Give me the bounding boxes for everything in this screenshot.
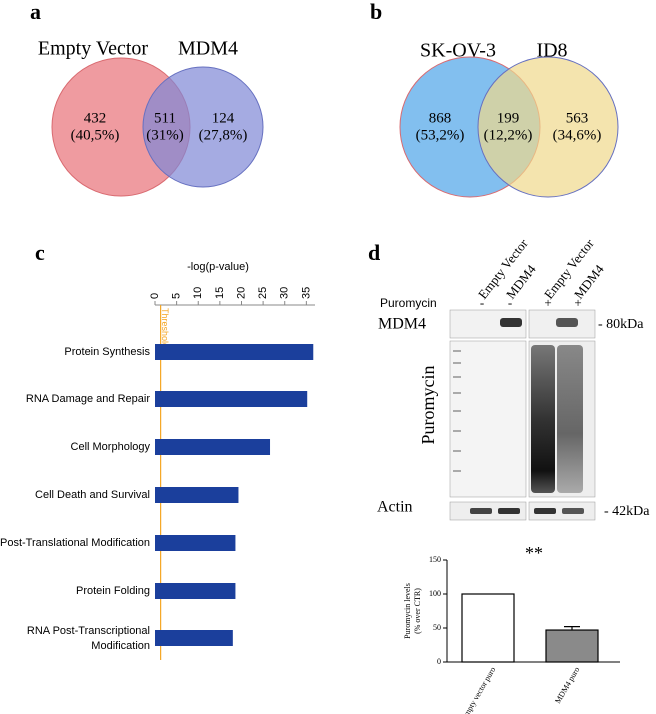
panel-label: b <box>370 0 382 24</box>
bar <box>545 629 599 663</box>
y-tick-label: Cell Morphology <box>71 441 151 453</box>
bar <box>155 439 271 455</box>
bar <box>155 344 314 360</box>
venn-percent: (12,2%) <box>484 127 533 143</box>
venn-count: 563 <box>566 110 589 126</box>
bar <box>155 391 308 407</box>
venn-percent: (31%) <box>146 127 184 143</box>
x-tick-label: 5 <box>171 293 183 299</box>
venn-count: 199 <box>497 110 520 126</box>
error-bar <box>564 626 580 631</box>
row-label: Actin <box>377 499 413 516</box>
row-label: MDM4 <box>378 316 426 333</box>
x-tick-label: 30 <box>279 287 291 299</box>
venn-percent: (27,8%) <box>199 127 248 143</box>
y-tick-label: 50 <box>433 623 441 632</box>
venn-circle <box>477 56 619 198</box>
size-label: - 42kDa <box>604 504 650 519</box>
venn-circle <box>142 66 264 188</box>
treatment-sign: - <box>508 295 512 310</box>
venn-percent: (53,2%) <box>416 127 465 143</box>
x-tick-label: 25 <box>257 287 269 299</box>
treatment-sign: + <box>574 295 581 310</box>
venn-count: 868 <box>429 110 452 126</box>
y-tick-label: RNA Post-Transcriptional <box>27 625 150 637</box>
venn-set-label: ID8 <box>536 40 567 62</box>
y-tick-label: 100 <box>429 589 441 598</box>
x-tick-label: 35 <box>300 287 312 299</box>
bar <box>155 535 236 551</box>
threshold-label: Threshold <box>160 308 170 348</box>
y-axis-label: (% over CTR) <box>413 588 422 634</box>
panel-label: c <box>35 240 45 265</box>
bar <box>461 593 515 663</box>
bar <box>155 630 233 646</box>
x-tick-label: 15 <box>214 287 226 299</box>
annotation: ** <box>525 543 543 563</box>
venn-set-label: Empty Vector <box>38 38 149 60</box>
venn-percent: (40,5%) <box>71 127 120 143</box>
size-label: - 80kDa <box>598 317 644 332</box>
y-tick-label: Protein Folding <box>76 585 150 597</box>
treatment-sign: + <box>544 295 551 310</box>
x-tick-label: 10 <box>192 287 204 299</box>
y-tick-label: Cell Death and Survival <box>35 489 150 501</box>
panel-label: d <box>368 240 380 265</box>
venn-set-label: MDM4 <box>178 38 238 60</box>
x-tick-label: 0 <box>149 293 161 299</box>
treatment-label: Puromycin <box>380 296 437 310</box>
venn-set-label: SK-OV-3 <box>420 40 496 62</box>
x-tick-label: MDM4 puro <box>553 665 581 705</box>
y-tick-label: RNA Damage and Repair <box>26 393 150 405</box>
treatment-sign: - <box>480 295 484 310</box>
y-axis-label: Puromycin levels <box>403 583 412 639</box>
y-tick-label: Post-Translational Modification <box>0 537 150 549</box>
x-axis-label: -log(p-value) <box>187 261 249 273</box>
bar <box>155 487 239 503</box>
panel-label: a <box>30 0 41 24</box>
venn-count: 124 <box>212 110 235 126</box>
venn-count: 432 <box>84 110 107 126</box>
x-tick-label: Empty vector puro <box>460 665 498 714</box>
venn-percent: (34,6%) <box>553 127 602 143</box>
y-tick-label: 150 <box>429 555 441 564</box>
y-tick-label: 0 <box>437 657 441 666</box>
bar <box>155 583 236 599</box>
western-blot <box>449 309 596 521</box>
x-tick-label: 20 <box>235 287 247 299</box>
venn-count: 511 <box>154 110 176 126</box>
y-tick-label: Protein Synthesis <box>64 346 150 358</box>
y-tick-label: Modification <box>91 640 150 652</box>
row-label: Puromycin <box>418 366 438 445</box>
